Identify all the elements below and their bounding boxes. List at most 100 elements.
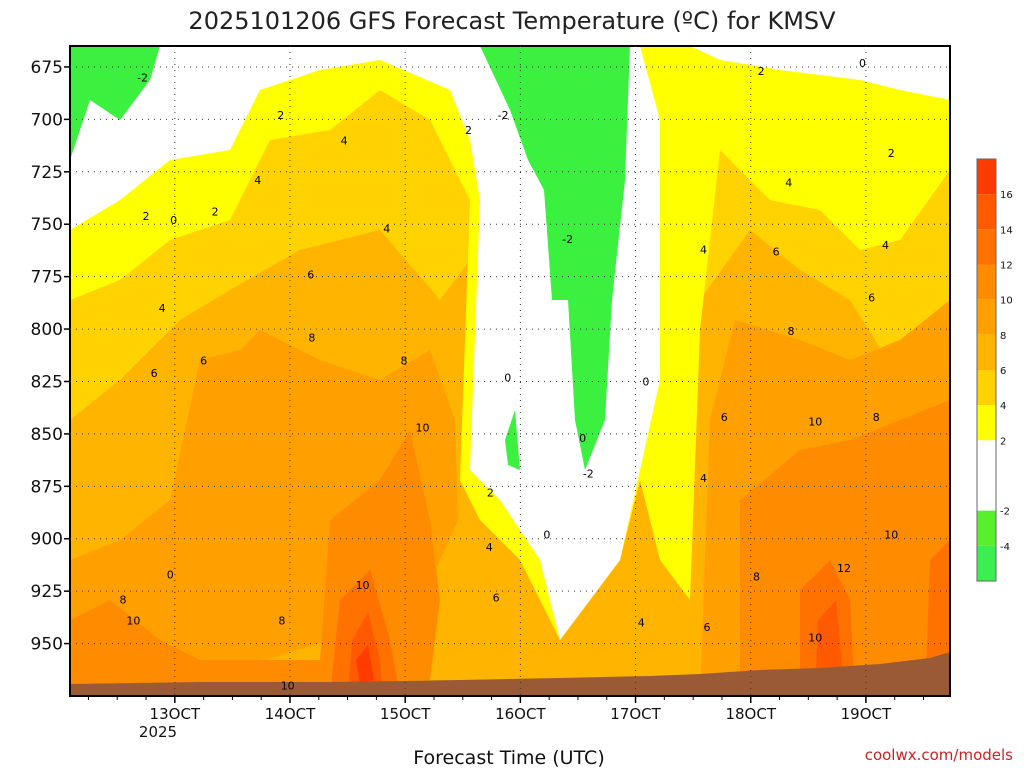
- contour-label: 4: [700, 472, 707, 485]
- temperature-field: [70, 46, 950, 696]
- contour-label: 4: [700, 243, 707, 256]
- contour-label: 0: [642, 375, 649, 388]
- contour-label: 0: [167, 568, 174, 581]
- band-white: [70, 46, 950, 640]
- contour-label: 0: [543, 529, 550, 542]
- contour-label: 2: [212, 206, 219, 219]
- colorbar-frame: [976, 158, 997, 582]
- contour-label: 8: [119, 594, 126, 607]
- colorbar-tick-label: 14: [1000, 225, 1013, 236]
- contour-label: 8: [873, 411, 880, 424]
- contour-label: 0: [170, 214, 177, 227]
- y-tick-label: 775: [31, 268, 63, 288]
- x-tick-label: 16OCT: [495, 705, 546, 723]
- colorbar-swatch: [977, 440, 996, 511]
- x-tick-label: 14OCT: [265, 705, 316, 723]
- contour-label: 2: [143, 210, 150, 223]
- contour-label: 6: [151, 367, 158, 380]
- contour-label: 6: [868, 292, 875, 305]
- contour-label: 4: [254, 174, 261, 187]
- contour-label: -2: [562, 233, 573, 246]
- contour-label: 10: [884, 529, 898, 542]
- plot-frame: [69, 45, 951, 697]
- contour-label: 2: [888, 147, 895, 160]
- credit-text: coolwx.com/models: [865, 746, 1013, 764]
- contour-label: 10: [281, 680, 295, 693]
- colorbar-tick-label: 6: [1000, 366, 1006, 377]
- x-tick-label: 13OCT: [150, 705, 201, 723]
- colorbar-swatch: [977, 545, 996, 581]
- contour-label: 6: [200, 355, 207, 368]
- y-tick-label: 925: [31, 582, 63, 602]
- contour-label: 10: [808, 415, 822, 428]
- colorbar-tick-label: 10: [1000, 296, 1013, 307]
- contour-label: 8: [788, 325, 795, 338]
- contour-label: 0: [859, 57, 866, 70]
- contour-label: 4: [638, 617, 645, 630]
- band-8-10: [70, 300, 950, 696]
- y-tick-label: 950: [31, 635, 63, 655]
- contour-label: 4: [785, 176, 792, 189]
- contour-label: 10: [126, 615, 140, 628]
- contour-label: 10: [808, 631, 822, 644]
- contour-label: 2: [465, 124, 472, 137]
- x-tick-label: 19OCT: [841, 705, 892, 723]
- contour-label: 12: [837, 562, 851, 575]
- colorbar-swatch: [977, 510, 996, 546]
- contour-label: -2: [137, 71, 148, 84]
- y-tick-label: 850: [31, 425, 63, 445]
- colorbar: 16 14 12 10 8 6 4 2 -2 -4: [976, 158, 1013, 582]
- colorbar-swatch: [977, 194, 996, 230]
- colorbar-swatch: [977, 370, 996, 406]
- colorbar-tick-label: 4: [1000, 401, 1006, 412]
- contour-label: 4: [383, 222, 390, 235]
- colorbar-swatch: [977, 159, 996, 195]
- colorbar-tick-label: 2: [1000, 436, 1006, 447]
- contour-label: 0: [579, 432, 586, 445]
- x-tick-label: 18OCT: [725, 705, 776, 723]
- y-axis: 675 700 725 750 775 800 825 850 875 900 925 950: [31, 58, 70, 655]
- y-tick-label: 800: [31, 320, 63, 340]
- contour-label: 8: [401, 355, 408, 368]
- contour-label: 4: [341, 134, 348, 147]
- y-tick-label: 700: [31, 110, 63, 130]
- contour-label: 10: [356, 579, 370, 592]
- y-tick-label: 750: [31, 215, 63, 235]
- colorbar-tick-label: -4: [1000, 542, 1010, 553]
- y-tick-label: 900: [31, 530, 63, 550]
- contour-label: 2: [758, 65, 765, 78]
- y-tick-label: 725: [31, 163, 63, 183]
- x-tick-label: 15OCT: [380, 705, 431, 723]
- contour-label: 6: [703, 621, 710, 634]
- contour-label: 0: [504, 371, 511, 384]
- terrain: [70, 652, 950, 696]
- contour-label: 6: [493, 591, 500, 604]
- x-axis: 13OCT 14OCT 15OCT 16OCT 17OCT 18OCT 19OCT: [87, 696, 925, 723]
- contour-label: 4: [159, 302, 166, 315]
- band-green: [70, 46, 630, 470]
- y-tick-label: 825: [31, 372, 63, 392]
- contour-label: 10: [415, 422, 429, 435]
- contour-label: 6: [721, 411, 728, 424]
- colorbar-tick-label: 8: [1000, 331, 1006, 342]
- colorbar-tick-label: -2: [1000, 507, 1010, 518]
- colorbar-tick-label: 12: [1000, 261, 1013, 272]
- colorbar-swatch: [977, 264, 996, 300]
- colorbar-tick-label: 16: [1000, 190, 1013, 201]
- colorbar-swatch: [977, 229, 996, 265]
- contour-label: 6: [307, 269, 314, 282]
- colorbar-swatch: [977, 405, 996, 441]
- contour-label: 8: [278, 615, 285, 628]
- contour-label: 2: [487, 487, 494, 500]
- contour-label: 6: [773, 245, 780, 258]
- colorbar-swatch: [977, 299, 996, 335]
- contour-label: 2: [277, 109, 284, 122]
- chart-title: 2025101206 GFS Forecast Temperature (ºC)…: [188, 7, 836, 35]
- x-tick-year-label: 2025: [139, 723, 177, 741]
- gridlines: [70, 46, 950, 696]
- x-axis-label: Forecast Time (UTC): [413, 747, 604, 768]
- y-tick-label: 875: [31, 477, 63, 497]
- y-tick-label: 675: [31, 58, 63, 78]
